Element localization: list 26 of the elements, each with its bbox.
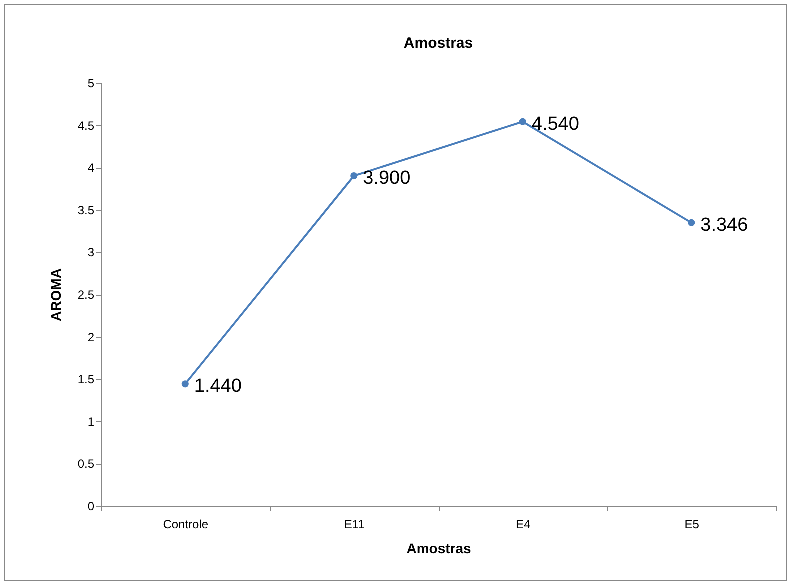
y-tick-label: 4 [88,161,95,176]
y-axis-title: AROMA [48,268,64,322]
x-tick-label: E5 [684,518,700,532]
x-axis-title: Amostras [406,540,472,556]
y-tick-label: 0 [88,500,95,514]
data-label: 4.540 [532,114,580,135]
point [519,118,526,126]
point [350,172,358,180]
data-label: 3.346 [700,214,748,236]
data-label: 3.900 [363,168,411,190]
x-tick-label: E4 [516,518,532,532]
y-tick-label: 3 [88,246,95,260]
x-tick-label: E11 [344,518,366,532]
y-tick-label: 2 [88,330,95,344]
point [688,219,696,226]
data-label: 1.440 [194,376,242,398]
y-tick-label: 3.5 [78,203,95,218]
point [182,380,189,388]
y-tick-label: 4.5 [78,118,95,133]
y-tick-label: 5 [88,76,95,90]
y-tick-label: 0.5 [78,457,95,472]
chart-title: Amostras [404,35,474,52]
x-tick-label: Controle [163,518,209,532]
y-tick-label: 1 [88,414,95,429]
y-tick-label: 1.5 [78,372,95,387]
y-tick-label: 2.5 [78,288,95,302]
